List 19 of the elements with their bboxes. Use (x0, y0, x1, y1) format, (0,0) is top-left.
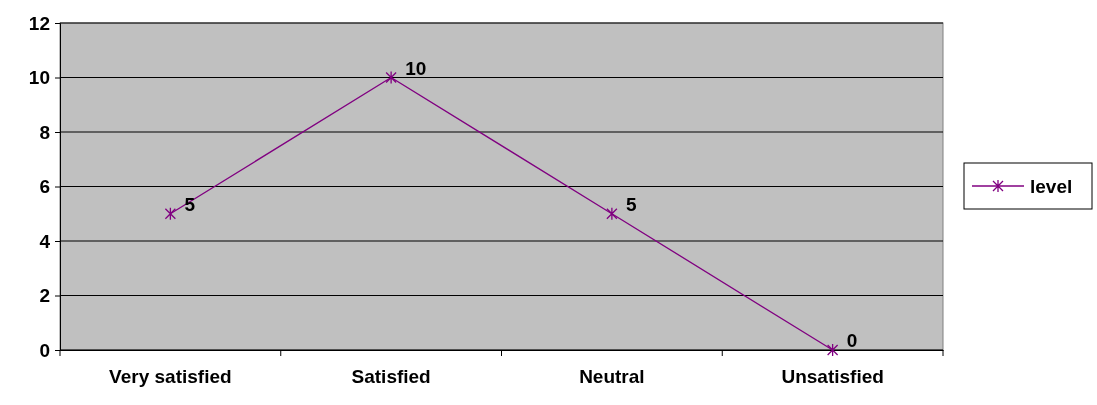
x-tick-label: Unsatisfied (781, 366, 884, 387)
data-label: 5 (625, 193, 637, 215)
y-tick-label: 2 (39, 285, 50, 307)
point (164, 207, 177, 221)
data-label: 10 (405, 57, 427, 79)
y-tick-label: 4 (39, 230, 51, 252)
point (826, 343, 839, 357)
y-tick-label: 10 (28, 67, 50, 89)
y-tick-label: 12 (28, 12, 50, 34)
point (606, 207, 618, 221)
point (385, 70, 397, 85)
legend-label: level (1030, 176, 1073, 197)
x-tick-label: Neutral (579, 366, 645, 387)
x-tick-label: Satisfied (351, 366, 431, 387)
y-tick-label: 8 (39, 121, 50, 143)
x-tick-label: Very satisfied (109, 366, 232, 387)
y-tick-label: 0 (39, 339, 50, 361)
data-label: 0 (846, 330, 858, 351)
y-tick-label: 6 (39, 176, 50, 198)
